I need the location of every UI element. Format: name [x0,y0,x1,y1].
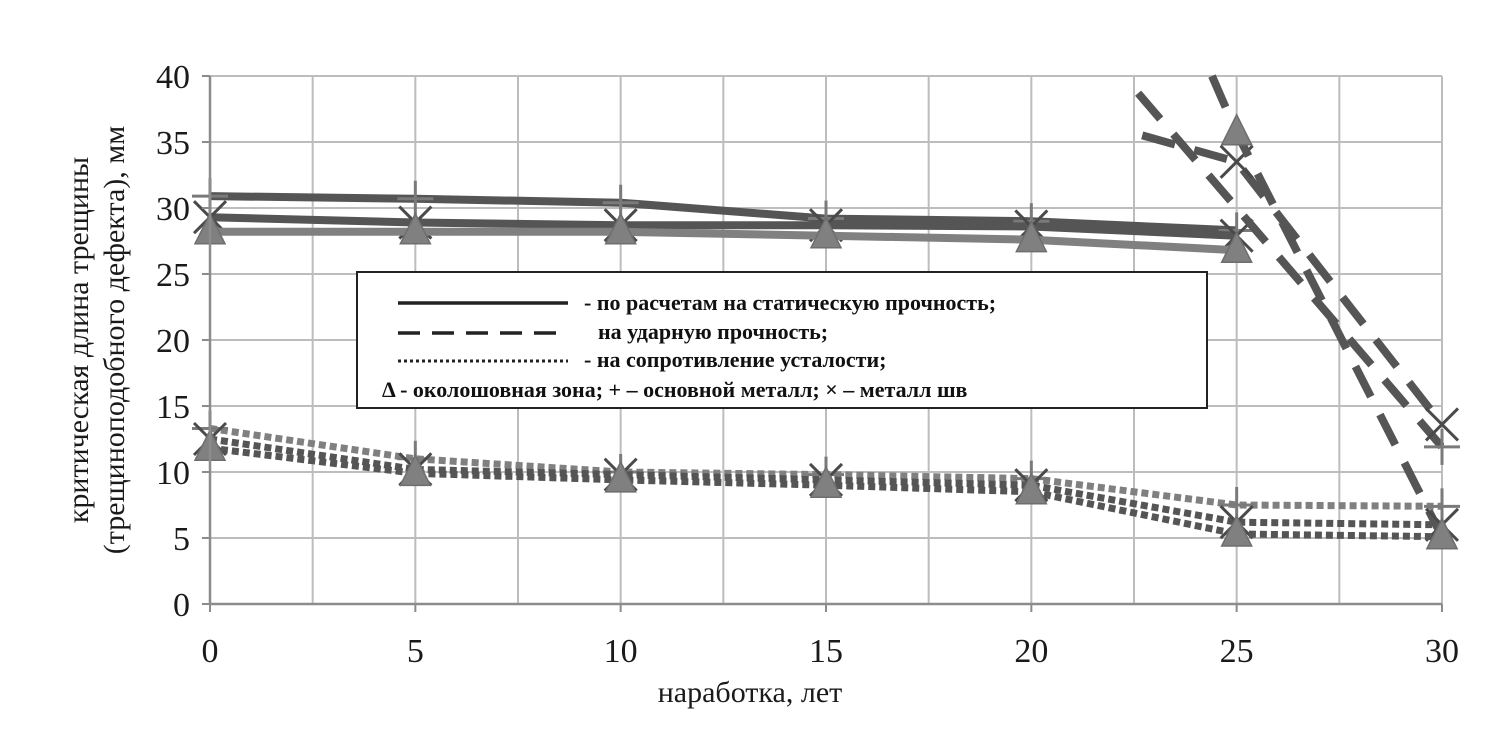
marker-triangle [809,465,843,498]
y-tick-label: 25 [156,257,190,294]
y-tick-label: 0 [173,587,190,624]
legend-label-fatigue: - на сопротивление усталости; [584,347,886,372]
legend: - по расчетам на статическую прочность; … [356,271,1208,409]
x-tick-label: 25 [1220,633,1254,670]
axes [202,75,1443,612]
y-axis-title-line-2: (трещиноподобного дефекта), мм [98,126,131,554]
x-tick-label: 10 [604,633,638,670]
y-tick-label: 30 [156,191,190,228]
x-axis-title: наработка, лет [658,676,843,709]
marker-triangle [1425,517,1459,550]
series-line [210,213,1237,240]
marker-triangle [604,460,637,493]
series-fatigue-triangle [193,428,1459,550]
series-line [210,192,1237,235]
legend-label-impact: на ударную прочность; [598,319,828,344]
y-tick-label: 10 [156,455,190,492]
y-tick-label: 15 [156,389,190,426]
legend-label-static: - по расчетам на статическую прочность; [584,290,996,315]
legend-label-markers: Δ - околошовная зона; + – основной метал… [382,377,968,402]
x-tick-label: 0 [202,633,219,670]
x-tick-label: 5 [407,633,424,670]
marker-triangle [399,453,432,487]
marker-triangle [1220,113,1253,146]
y-tick-label: 40 [156,59,190,96]
marker-triangle [1220,230,1253,263]
y-tick-label: 5 [173,521,190,558]
marker-triangle [399,212,432,245]
marker-cross [1424,407,1460,442]
y-tick-label: 20 [156,323,190,360]
series-line [1135,90,1444,450]
marker-triangle [809,216,843,249]
x-tick-label: 15 [809,633,843,670]
x-tick-label: 20 [1014,633,1048,670]
series-line [210,227,1237,255]
y-axis-title-line-1: критическая длина трещины [62,157,95,523]
legend-box [356,271,1208,409]
series-impact-plus [1135,90,1460,465]
marker-triangle [604,212,637,245]
marker-triangle [1220,514,1253,547]
series-line [1141,131,1444,427]
marker-triangle [1015,220,1048,253]
y-tick-label: 35 [156,125,190,162]
x-tick-label: 30 [1425,633,1459,670]
series-impact-triangle [1208,74,1459,550]
marker-triangle [1015,472,1048,505]
tick-labels: 0 5 10 15 20 25 30 0 5 10 15 20 25 30 35 40 [156,59,1459,670]
